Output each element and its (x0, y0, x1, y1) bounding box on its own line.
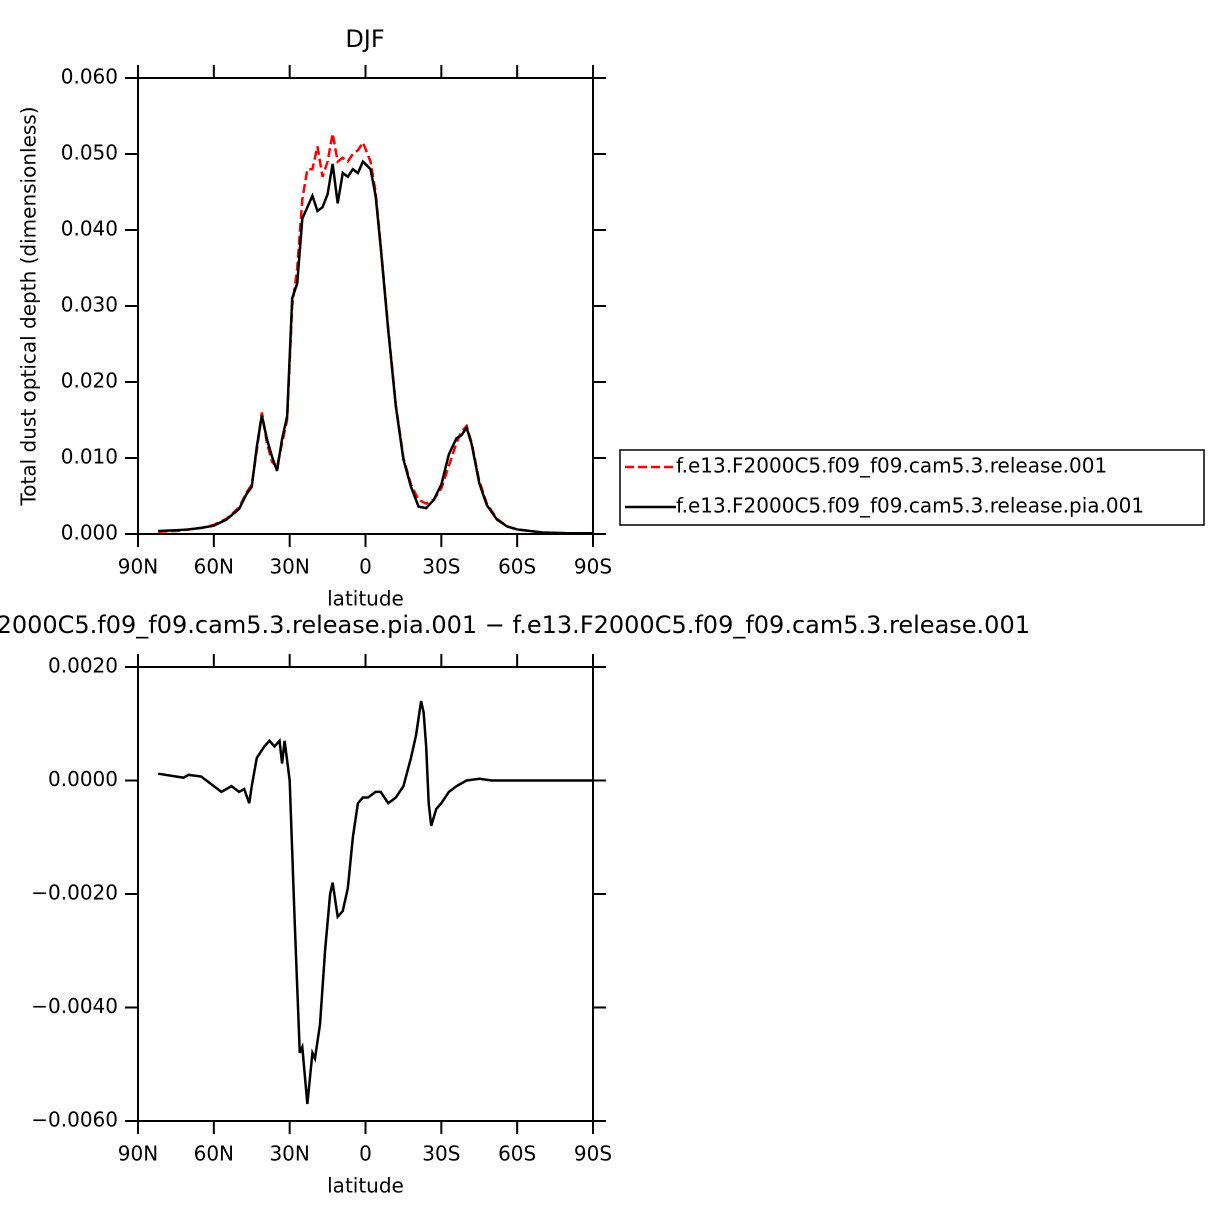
y-tick-label: 0.0020 (48, 654, 118, 678)
x-tick-label: 0 (359, 1142, 372, 1166)
data-line (158, 700, 593, 1105)
y-tick-label: −0.0040 (31, 994, 118, 1018)
data-line (158, 159, 593, 535)
legend-label: f.e13.F2000C5.f09_f09.cam5.3.release.001 (676, 454, 1107, 478)
y-tick-label: 0.000 (61, 521, 118, 545)
x-tick-label: 30S (422, 1142, 460, 1166)
y-tick-label: 0.010 (61, 445, 118, 469)
y-axis-label: Total dust optical depth (dimensionless) (17, 106, 41, 506)
y-tick-label: 0.060 (61, 65, 118, 89)
x-tick-label: 30N (269, 555, 309, 579)
y-tick-label: 0.050 (61, 141, 118, 165)
x-axis-label: latitude (327, 587, 404, 611)
x-tick-label: 90N (118, 555, 158, 579)
y-tick-label: 0.030 (61, 293, 118, 317)
x-axis-label: latitude (327, 1174, 404, 1198)
x-tick-label: 90N (118, 1142, 158, 1166)
y-tick-label: −0.0060 (31, 1108, 118, 1132)
x-tick-label: 90S (574, 1142, 612, 1166)
x-tick-label: 60N (194, 1142, 234, 1166)
x-tick-label: 0 (359, 555, 372, 579)
x-tick-label: 60N (194, 555, 234, 579)
legend-label: f.e13.F2000C5.f09_f09.cam5.3.release.pia… (676, 494, 1144, 518)
y-tick-label: 0.040 (61, 217, 118, 241)
y-tick-label: −0.0020 (31, 881, 118, 905)
plot-frame (137, 666, 594, 1122)
x-tick-label: 90S (574, 555, 612, 579)
chart-title: DJF (345, 25, 384, 53)
y-tick-label: 0.0000 (48, 767, 118, 791)
x-tick-label: 60S (498, 1142, 536, 1166)
x-tick-label: 30S (422, 555, 460, 579)
chart-title: f.e13.F2000C5.f09_f09.cam5.3.release.pia… (0, 611, 1030, 639)
x-tick-label: 60S (498, 555, 536, 579)
y-tick-label: 0.020 (61, 369, 118, 393)
legend-box (619, 449, 1205, 526)
x-tick-label: 30N (269, 1142, 309, 1166)
